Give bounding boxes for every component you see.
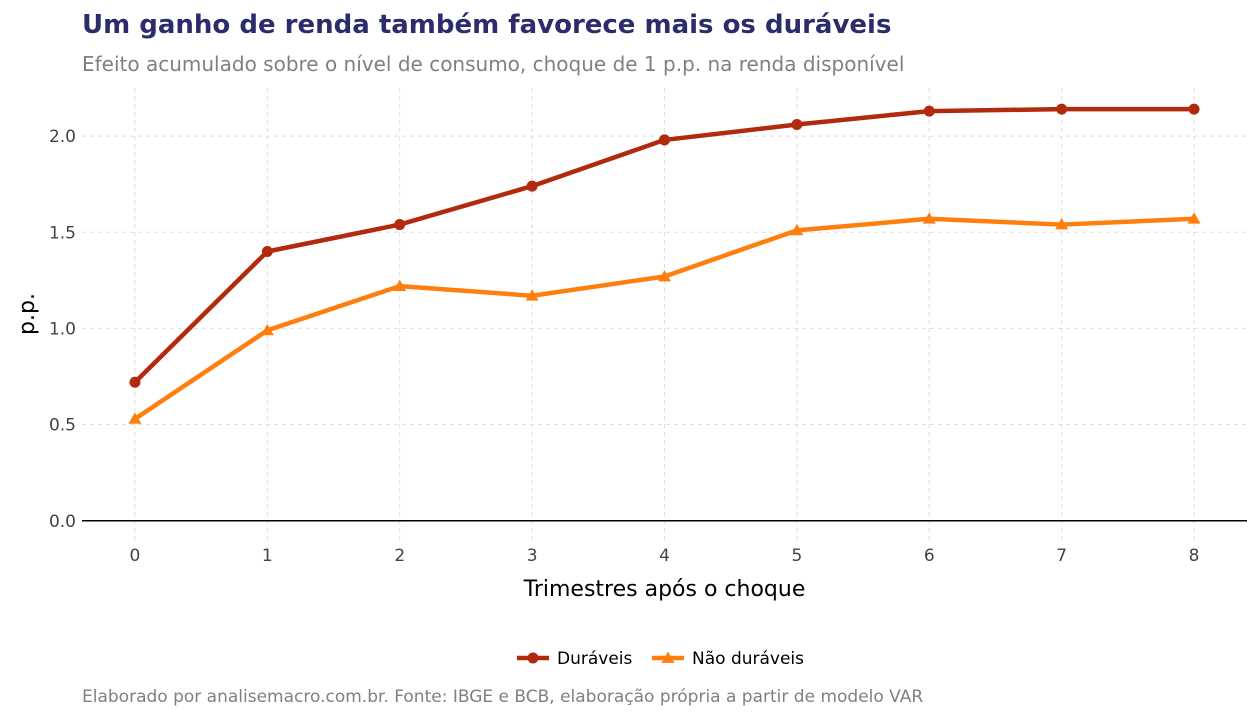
data-point: [1187, 212, 1201, 224]
data-point: [394, 219, 406, 231]
x-tick-label: 3: [527, 546, 538, 566]
data-point: [658, 269, 671, 282]
chart-subtitle: Efeito acumulado sobre o nível de consum…: [82, 52, 905, 76]
y-tick-label: 1.0: [49, 319, 76, 339]
series-line: [133, 106, 1195, 384]
x-tick-labels: 0 1 2 3 4 5 6 7 8: [130, 546, 1200, 566]
y-tick-label: 1.5: [49, 223, 76, 243]
data-point: [790, 223, 804, 236]
x-tick-label: 2: [394, 546, 405, 566]
legend-item: Não duráveis: [652, 649, 804, 669]
legend-swatch-marker: [661, 651, 675, 663]
data-point: [659, 134, 670, 146]
data-point: [393, 279, 407, 291]
y-axis-label: p.p.: [15, 293, 40, 335]
chart-title: Um ganho de renda também favorece mais o…: [82, 10, 892, 40]
series-nao-duraveis: [128, 212, 1201, 424]
data-point: [260, 323, 274, 336]
legend-label: Duráveis: [557, 649, 633, 669]
data-point: [525, 289, 539, 301]
x-tick-label: 5: [791, 546, 802, 566]
y-tick-label: 2.0: [49, 127, 76, 147]
series: [128, 103, 1201, 424]
y-tick-label: 0.0: [49, 512, 76, 532]
x-tick-label: 0: [130, 546, 141, 566]
data-point: [791, 119, 803, 131]
data-point: [1056, 103, 1068, 115]
x-tick-label: 1: [262, 546, 273, 566]
series-duraveis: [129, 103, 1200, 388]
x-tick-label: 8: [1189, 546, 1200, 566]
chart-caption: Elaborado por analisemacro.com.br. Fonte…: [82, 687, 924, 707]
legend-item: Duráveis: [517, 649, 633, 669]
data-point: [922, 212, 936, 224]
data-point: [128, 412, 142, 424]
data-point: [526, 180, 538, 192]
legend-label: Não duráveis: [692, 649, 804, 669]
data-point: [261, 245, 273, 257]
x-axis-label: Trimestres após o choque: [523, 577, 806, 602]
x-tick-label: 6: [924, 546, 935, 566]
y-tick-labels: 0.0 0.5 1.0 1.5 2.0: [49, 127, 76, 532]
data-point: [129, 376, 141, 388]
x-tick-label: 4: [659, 546, 670, 566]
x-tick-label: 7: [1056, 546, 1067, 566]
legend: Duráveis Não duráveis: [517, 649, 804, 669]
legend-swatch-marker: [527, 652, 539, 664]
data-point: [1055, 218, 1069, 230]
y-tick-label: 0.5: [49, 416, 76, 436]
data-point: [923, 105, 935, 117]
grid: [82, 88, 1247, 540]
data-point: [1188, 103, 1200, 115]
